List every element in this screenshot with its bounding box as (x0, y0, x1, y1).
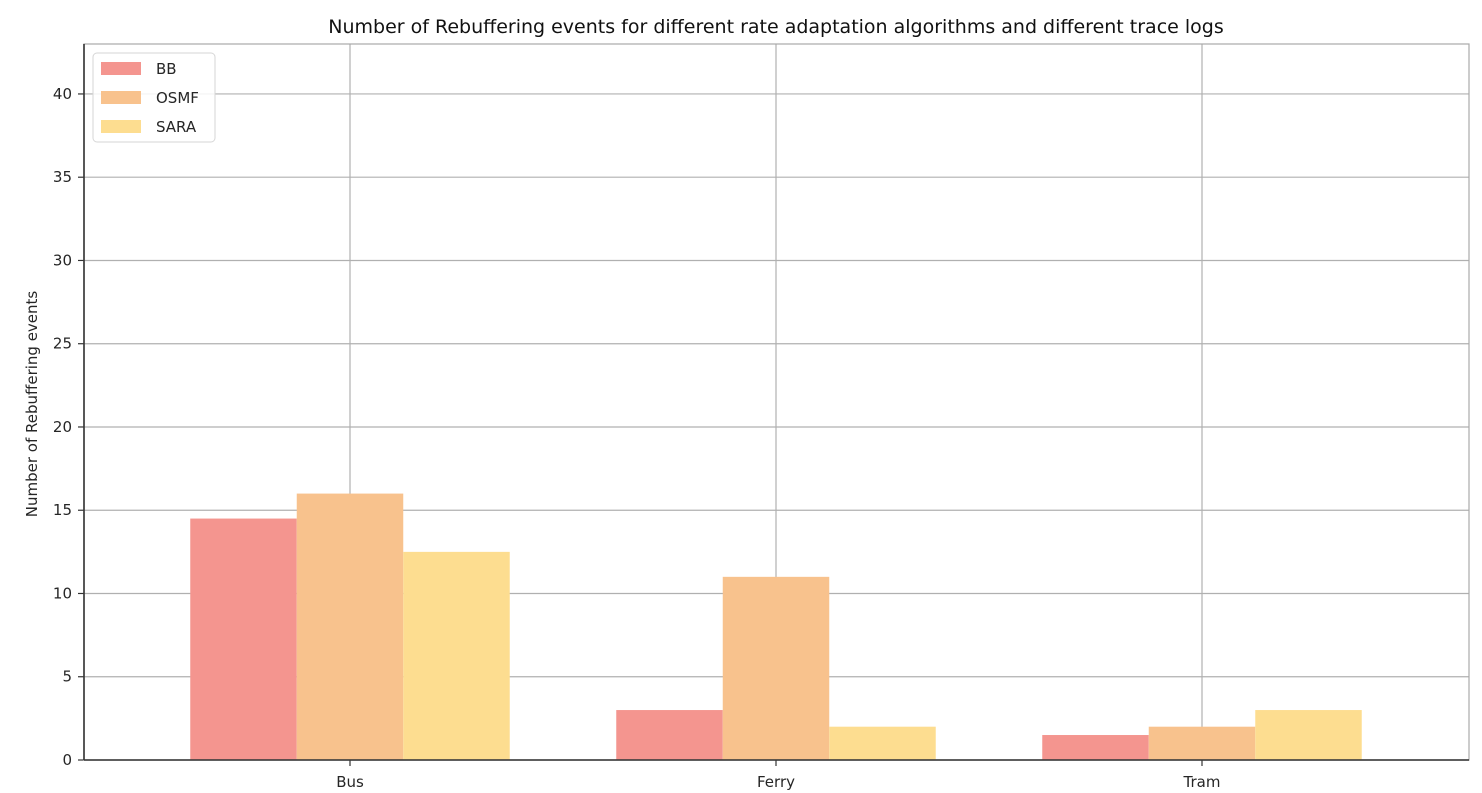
bar-bb-ferry (616, 710, 723, 760)
legend-swatch-bb (101, 62, 141, 75)
x-tick-label: Ferry (757, 773, 795, 791)
legend-swatch-osmf (101, 91, 141, 104)
y-tick-label: 10 (53, 584, 72, 602)
legend: BB OSMF SARA (93, 53, 215, 142)
bar-sara-ferry (829, 727, 936, 760)
x-tick-label: Bus (336, 773, 364, 791)
y-tick-label: 0 (62, 751, 72, 769)
y-tick-label: 5 (62, 668, 72, 686)
y-tick-label: 30 (53, 251, 72, 269)
y-tick-label: 40 (53, 85, 72, 103)
x-tick-label: Tram (1183, 773, 1221, 791)
legend-label-sara: SARA (156, 118, 197, 136)
bar-osmf-ferry (723, 577, 830, 760)
legend-label-osmf: OSMF (156, 89, 199, 107)
legend-label-bb: BB (156, 60, 177, 78)
y-axis-title: Number of Rebuffering events (23, 291, 41, 518)
bar-bb-bus (190, 519, 297, 760)
bar-sara-tram (1255, 710, 1362, 760)
y-tick-label: 20 (53, 418, 72, 436)
bar-bb-tram (1042, 735, 1149, 760)
chart-title: Number of Rebuffering events for differe… (328, 16, 1224, 38)
legend-swatch-sara (101, 120, 141, 133)
y-tick-label: 25 (53, 335, 72, 353)
bar-osmf-tram (1149, 727, 1256, 760)
bar-sara-bus (403, 552, 510, 760)
bar-osmf-bus (297, 494, 404, 760)
y-tick-label: 35 (53, 168, 72, 186)
y-tick-label: 15 (53, 501, 72, 519)
